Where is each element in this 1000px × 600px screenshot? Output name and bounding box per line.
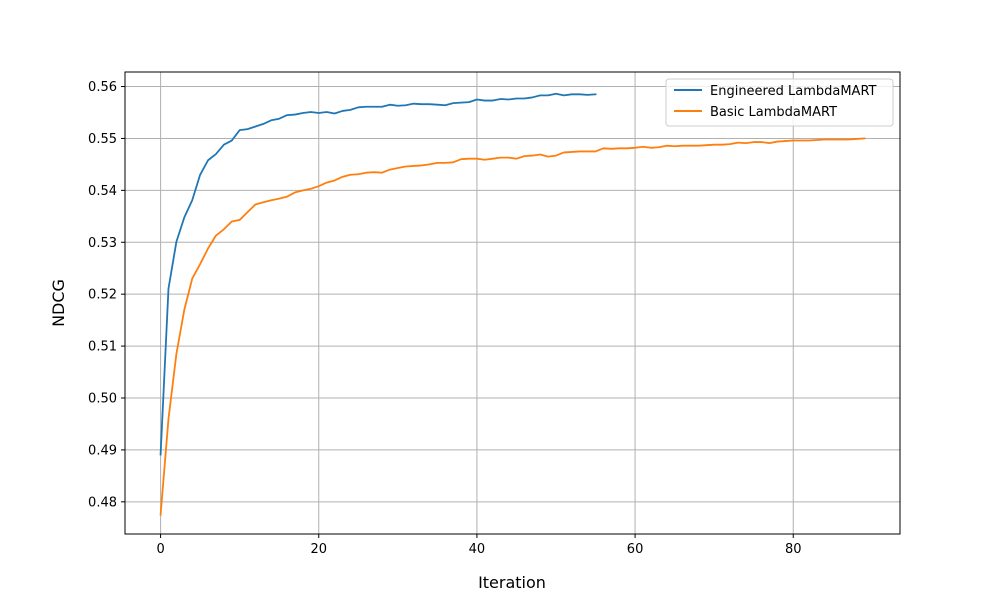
y-tick-label: 0.52 bbox=[88, 288, 117, 303]
y-tick-label: 0.55 bbox=[88, 132, 117, 147]
x-axis-label: Iteration bbox=[478, 573, 546, 592]
legend: Engineered LambdaMART Basic LambdaMART bbox=[665, 78, 894, 127]
x-tick-label: 0 bbox=[156, 542, 164, 557]
legend-box bbox=[665, 78, 894, 127]
y-tick-label: 0.53 bbox=[88, 236, 117, 251]
grid bbox=[125, 72, 900, 534]
plot-frame bbox=[124, 71, 901, 535]
series-line-1 bbox=[159, 137, 866, 516]
series-lines bbox=[159, 92, 866, 516]
legend-label-engineered: Engineered LambdaMART bbox=[710, 84, 877, 99]
y-tick-label: 0.48 bbox=[88, 495, 117, 510]
y-tick-label: 0.56 bbox=[88, 80, 117, 95]
x-tick-label: 80 bbox=[785, 542, 802, 557]
y-tick-label: 0.50 bbox=[88, 391, 117, 406]
plot-area bbox=[125, 72, 900, 534]
legend-label-basic: Basic LambdaMART bbox=[710, 105, 837, 120]
y-tick-label: 0.49 bbox=[88, 443, 117, 458]
x-tick-label: 20 bbox=[310, 542, 327, 557]
y-axis-label: NDCG bbox=[49, 279, 68, 327]
x-tick-label: 40 bbox=[469, 542, 486, 557]
series-line-0 bbox=[159, 92, 597, 456]
y-tick-label: 0.51 bbox=[88, 340, 117, 355]
axis-ticks: 0 20 40 60 80 0.48 0.49 0.50 0.51 0.52 0.53 0.54 0.5… bbox=[88, 80, 801, 557]
x-tick-label: 60 bbox=[627, 542, 644, 557]
y-tick-label: 0.54 bbox=[88, 184, 117, 199]
